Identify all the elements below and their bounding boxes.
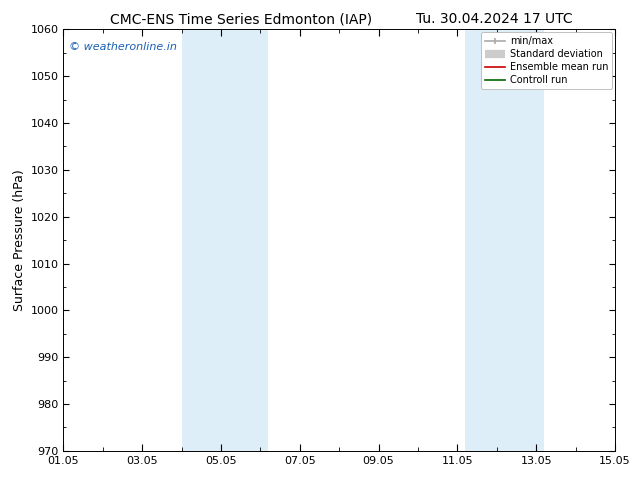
Bar <box>465 29 544 451</box>
Text: Tu. 30.04.2024 17 UTC: Tu. 30.04.2024 17 UTC <box>416 12 573 26</box>
Bar <box>181 29 268 451</box>
Text: © weatheronline.in: © weatheronline.in <box>69 42 177 52</box>
Legend: min/max, Standard deviation, Ensemble mean run, Controll run: min/max, Standard deviation, Ensemble me… <box>481 32 612 89</box>
Text: CMC-ENS Time Series Edmonton (IAP): CMC-ENS Time Series Edmonton (IAP) <box>110 12 372 26</box>
Y-axis label: Surface Pressure (hPa): Surface Pressure (hPa) <box>13 169 26 311</box>
